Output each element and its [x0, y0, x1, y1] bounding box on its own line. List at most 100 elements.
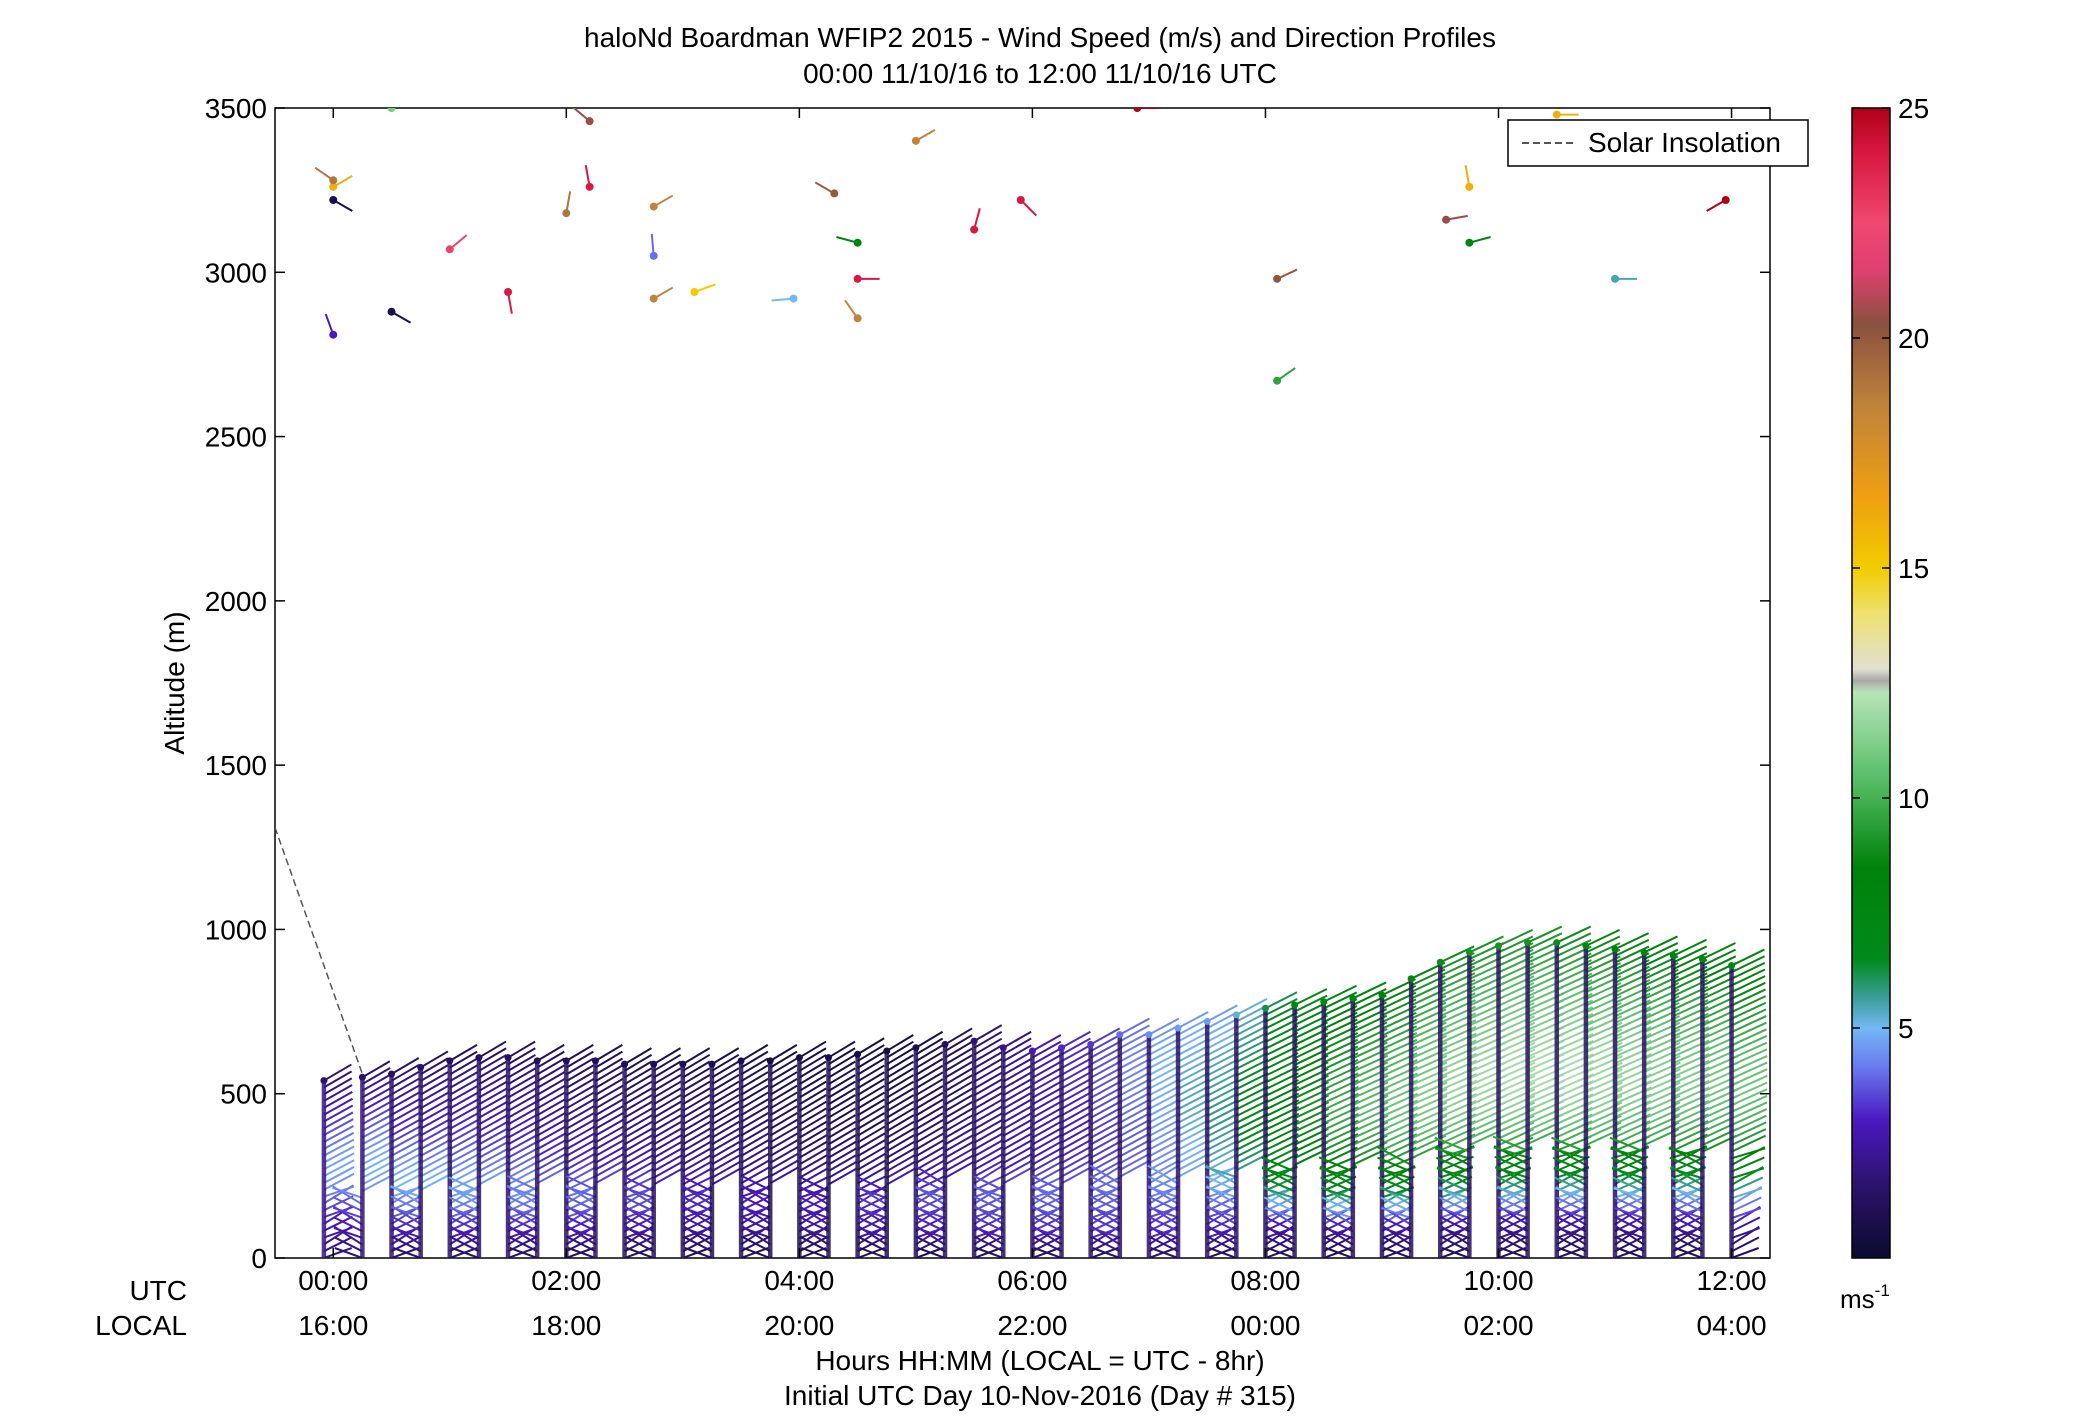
- wind-barb: [1731, 1074, 1768, 1093]
- wind-barb: [1090, 1060, 1121, 1079]
- wind-barb: [1061, 1132, 1091, 1151]
- wind-barb: [449, 1139, 480, 1157]
- wind-barb: [420, 1084, 450, 1103]
- wind-barb: [507, 1080, 537, 1099]
- x-tick-label-utc: 12:00: [1697, 1265, 1767, 1296]
- wind-barb: [798, 1100, 827, 1119]
- wind-barb: [1061, 1078, 1091, 1097]
- wind-barb: [624, 1094, 653, 1112]
- wind-barb: [391, 1215, 422, 1232]
- plot-marks: [275, 108, 1768, 1258]
- wind-barb: [1031, 1114, 1062, 1133]
- wind-barb: [1265, 1018, 1299, 1037]
- wind-barb: [536, 1071, 566, 1089]
- wind-barb: [1731, 1176, 1764, 1193]
- wind-barb: [1002, 1132, 1033, 1151]
- wind-barb: [682, 1087, 711, 1106]
- wind-barb: [1031, 1067, 1062, 1086]
- wind-profile-column: [1728, 948, 1768, 1258]
- wind-barb: [973, 1206, 1004, 1219]
- wind-barb: [711, 1047, 740, 1066]
- wind-barb: [973, 1159, 1004, 1178]
- wind-barb: [449, 1071, 479, 1089]
- wind-barb: [361, 1127, 393, 1146]
- wind-barb: [653, 1087, 682, 1106]
- wind-barb: [332, 1206, 363, 1219]
- wind-barb: [1090, 1206, 1121, 1219]
- wind-barb: [1148, 1071, 1180, 1090]
- wind-barb: [1261, 1167, 1295, 1180]
- wind-barb: [1119, 1078, 1151, 1097]
- wind-barb: [1492, 1135, 1529, 1152]
- wind-barb: [886, 1040, 914, 1059]
- wind-barb: [390, 1206, 421, 1219]
- wind-barb: [1205, 1175, 1237, 1192]
- wind-barb: [973, 1037, 1003, 1056]
- wind-barb: [1731, 961, 1766, 980]
- wind-barb: [1585, 935, 1621, 954]
- upper-wind-point: [649, 294, 658, 303]
- wind-barb: [565, 1125, 596, 1144]
- wind-barb: [594, 1125, 625, 1144]
- wind-barb: [1061, 1071, 1091, 1090]
- chart-subtitle: 00:00 11/10/16 to 12:00 11/10/16 UTC: [803, 58, 1277, 89]
- wind-barb: [740, 1152, 770, 1171]
- wind-barb: [857, 1146, 886, 1164]
- wind-barb: [973, 1071, 1003, 1090]
- wind-barb: [1235, 1038, 1269, 1057]
- upper-wind-point: [853, 314, 862, 323]
- wind-barb: [1177, 1011, 1209, 1029]
- wind-barb: [1148, 1139, 1180, 1158]
- wind-profile-top-marker: [1582, 942, 1590, 950]
- wind-barb: [915, 1176, 946, 1193]
- wind-barb: [682, 1107, 711, 1126]
- wind-barb: [653, 1160, 683, 1179]
- wind-barb: [1177, 1139, 1209, 1158]
- wind-barb: [323, 1077, 353, 1096]
- wind-profile-column: [973, 1030, 1033, 1258]
- wind-barb: [391, 1077, 420, 1096]
- wind-barb: [507, 1047, 536, 1066]
- wind-barb: [1208, 1247, 1237, 1258]
- wind-barb: [682, 1134, 712, 1152]
- wind-barb: [536, 1111, 566, 1130]
- wind-barb: [1090, 1127, 1121, 1146]
- wind-barb: [323, 1247, 353, 1258]
- wind-barb: [323, 1090, 353, 1109]
- wind-barb: [1701, 955, 1737, 974]
- upper-wind-point: [1465, 238, 1474, 247]
- wind-barb: [1206, 1206, 1237, 1219]
- wind-barb: [798, 1127, 828, 1146]
- wind-barb: [973, 1031, 1003, 1049]
- wind-barb: [740, 1125, 770, 1144]
- wind-barb: [1731, 1128, 1767, 1146]
- wind-barb: [769, 1077, 798, 1096]
- wind-profile-top-marker: [854, 1050, 862, 1058]
- wind-barb: [1265, 1011, 1298, 1030]
- wind-barb: [1731, 1236, 1760, 1253]
- wind-barb: [1090, 1226, 1121, 1239]
- wind-barb: [1555, 1187, 1587, 1200]
- wind-barb: [594, 1159, 625, 1178]
- wind-barb: [857, 1037, 885, 1056]
- wind-barb: [536, 1159, 567, 1178]
- wind-barb: [1731, 1035, 1768, 1053]
- wind-barb: [420, 1105, 450, 1123]
- wind-barb: [1554, 1176, 1587, 1193]
- wind-barb: [1499, 1226, 1528, 1239]
- wind-barb: [565, 1152, 596, 1171]
- wind-profile-column: [1205, 997, 1269, 1258]
- wind-barb: [626, 1247, 655, 1258]
- wind-barb: [1031, 1120, 1062, 1139]
- wind-barb: [1061, 1112, 1091, 1130]
- wind-barb: [1441, 1236, 1470, 1253]
- wind-barb: [323, 1206, 354, 1219]
- wind-barb: [1498, 1216, 1529, 1233]
- wind-barb: [1148, 1078, 1180, 1097]
- wind-barb: [392, 1236, 422, 1253]
- wind-barb: [886, 1047, 914, 1066]
- wind-barb: [507, 1195, 538, 1212]
- wind-barb: [1061, 1139, 1091, 1158]
- wind-barb: [915, 1064, 944, 1083]
- wind-barb: [1439, 1175, 1473, 1192]
